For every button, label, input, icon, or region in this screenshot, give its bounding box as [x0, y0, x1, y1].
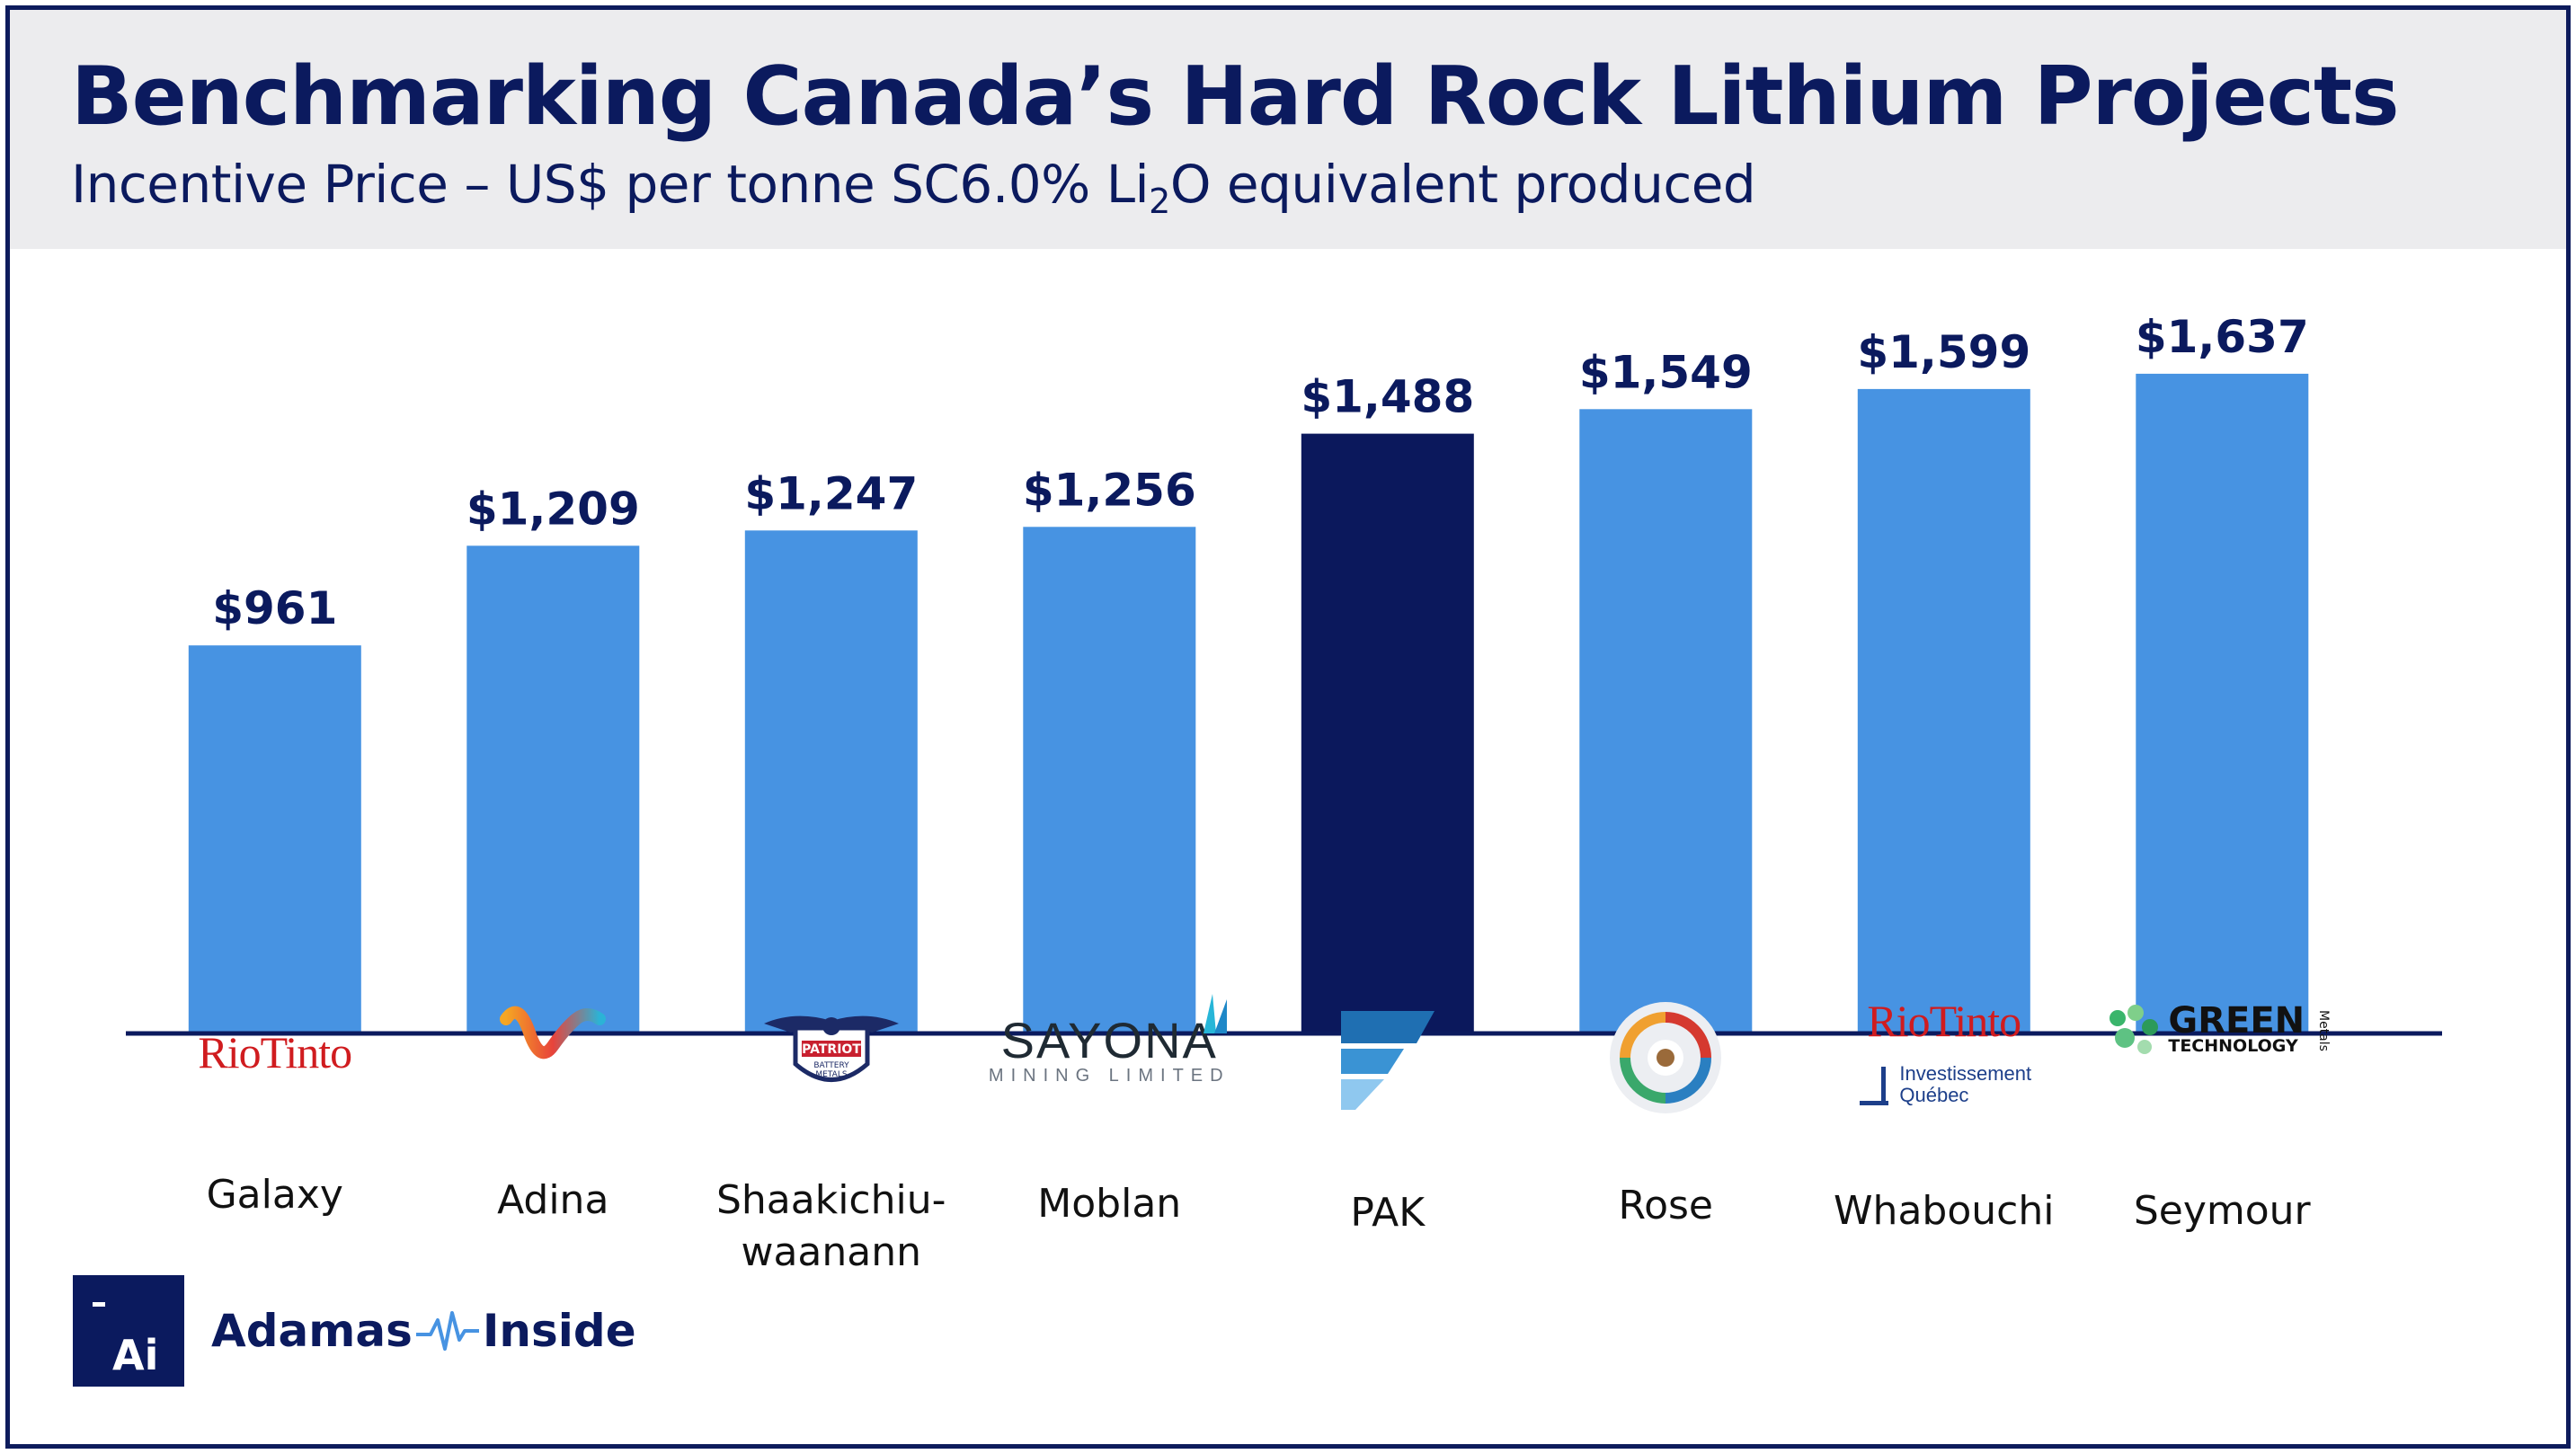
subtitle-tail: O equivalent produced: [1169, 154, 1756, 215]
sayona-spark-icon: [1203, 993, 1227, 1033]
value-label-pak: $1,488: [1301, 371, 1474, 423]
logo-slot-6: RioTinto Investissement Québec: [1809, 988, 2079, 1113]
gtm-line-1: GREEN: [2168, 1000, 2305, 1042]
pulse-wave-icon: [415, 1311, 479, 1351]
project-label-moblan: Moblan: [965, 1178, 1253, 1230]
green-dots-icon: [2110, 1005, 2159, 1054]
logo-slot-5: [1531, 995, 1800, 1121]
value-label-seymour: $1,637: [2136, 311, 2309, 363]
bar-rose: [1579, 409, 1753, 1032]
patriot-battery-metals-logo: PATRIOT BATTERY METALS: [763, 1015, 899, 1082]
infographic-frame: Benchmarking Canada’s Hard Rock Lithium …: [5, 5, 2571, 1449]
patriot-logo-text-3: METALS: [815, 1070, 847, 1079]
logo-slot-3: SAYONA MINING LIMITED: [974, 988, 1244, 1113]
gtm-line-3: Metals: [2316, 1010, 2332, 1051]
rio-tinto-logo-2: RioTinto: [1867, 996, 2021, 1046]
page-title: Benchmarking Canada’s Hard Rock Lithium …: [71, 49, 2400, 144]
logo-dash: [93, 1302, 105, 1307]
project-label-seymour-line: Seymour: [2133, 1188, 2311, 1234]
bar-whabouchi: [1857, 388, 2030, 1032]
patriot-logo-text-1: PATRIOT: [802, 1042, 861, 1057]
iq-mark-icon: [1860, 1067, 1889, 1105]
project-label-pak-line: PAK: [1350, 1190, 1426, 1236]
bar-galaxy: [188, 645, 361, 1032]
subtitle-subscript: 2: [1149, 182, 1170, 221]
project-label-whabouchi: Whabouchi: [1800, 1185, 2088, 1237]
rio-tinto-logo: RioTinto: [198, 1027, 352, 1077]
brand-name: Adamas Inside: [211, 1304, 636, 1358]
header-band: Benchmarking Canada’s Hard Rock Lithium …: [10, 10, 2566, 249]
bar-moblan: [1023, 527, 1196, 1032]
subtitle-main: Incentive Price – US$ per tonne SC6.0% L…: [71, 154, 1150, 215]
bar-chart: $961 $1,209 $1,247 $1,256 $1,488 $1,549 $1,599…: [126, 311, 2442, 1036]
bar-seymour: [2136, 373, 2309, 1032]
value-label-rose: $1,549: [1579, 346, 1753, 398]
rio-tinto-iq-logo: RioTinto Investissement Québec: [1856, 995, 2031, 1106]
project-label-moblan-line: Moblan: [1037, 1181, 1182, 1227]
sayona-logo-name: SAYONA: [1000, 1011, 1218, 1068]
logo-slot-0: RioTinto: [140, 989, 410, 1115]
bar-adina: [466, 545, 640, 1032]
value-label-moblan: $1,256: [1023, 464, 1196, 516]
brand-name-right: Inside: [482, 1305, 636, 1357]
iq-line-2: Québec: [1899, 1084, 1969, 1106]
bar-shaakichiuwaanann: [744, 530, 918, 1032]
project-label-shaakichiuwaanann-line-2: waanann: [741, 1229, 922, 1275]
bar-pak: [1301, 433, 1474, 1033]
brand-name-left: Adamas: [211, 1305, 413, 1357]
sayona-logo-tagline: MINING LIMITED: [988, 1065, 1230, 1086]
project-label-shaakichiuwaanann: Shaakichiu-waanann: [688, 1175, 975, 1279]
project-label-shaakichiuwaanann-line-1: Shaakichiu-: [715, 1177, 946, 1223]
logo-slot-7: GREEN TECHNOLOGY Metals: [2087, 968, 2357, 1094]
winsome-wave-logo: [500, 1006, 607, 1059]
gtm-line-2: TECHNOLOGY: [2168, 1036, 2298, 1056]
project-label-galaxy-line: Galaxy: [206, 1172, 343, 1218]
value-label-adina: $1,209: [466, 483, 640, 535]
project-label-galaxy: Galaxy: [131, 1169, 419, 1221]
page-subtitle: Incentive Price – US$ per tonne SC6.0% L…: [71, 154, 1756, 221]
critical-elements-globe-logo: [1610, 1002, 1722, 1113]
project-label-seymour: Seymour: [2078, 1185, 2366, 1237]
sayona-logo: SAYONA MINING LIMITED: [988, 993, 1230, 1086]
iq-line-1: Investissement: [1899, 1062, 2032, 1085]
investissement-quebec-logo: Investissement Québec: [1856, 1063, 2031, 1106]
value-label-galaxy: $961: [212, 582, 337, 634]
adamas-inside-logo-box: Ai: [73, 1275, 184, 1387]
logo-slot-2: PATRIOT BATTERY METALS: [697, 988, 966, 1113]
logo-ai-text: Ai: [112, 1331, 159, 1379]
frontier-flag-logo: [1340, 1011, 1435, 1110]
project-label-rose-line: Rose: [1618, 1183, 1713, 1228]
value-label-whabouchi: $1,599: [1857, 326, 2030, 378]
project-label-adina-line: Adina: [497, 1177, 609, 1223]
project-label-whabouchi-line: Whabouchi: [1834, 1188, 2055, 1234]
project-label-adina: Adina: [409, 1175, 697, 1227]
value-label-shaakichiuwaanann: $1,247: [744, 467, 918, 519]
logo-slot-1: [418, 970, 688, 1095]
green-technology-metals-logo: GREEN TECHNOLOGY Metals: [2105, 1002, 2339, 1059]
logo-slot-4: [1253, 997, 1523, 1122]
project-label-rose: Rose: [1522, 1180, 1809, 1232]
patriot-logo-text-2: BATTERY: [813, 1061, 849, 1070]
project-label-pak: PAK: [1244, 1187, 1532, 1239]
